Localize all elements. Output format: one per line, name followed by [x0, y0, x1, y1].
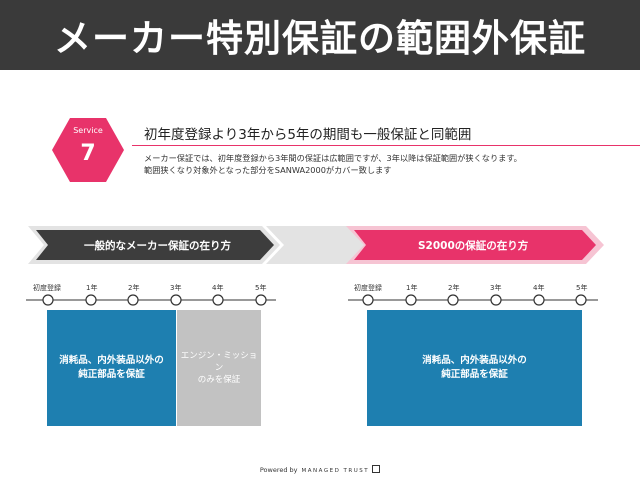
service-description-line: メーカー保証では、初年度登録から3年間の保証は広範囲ですが、3年以降は保証範囲が… [144, 153, 522, 163]
timeline-label: 5年 [576, 284, 588, 292]
timeline-label: 4年 [212, 284, 224, 292]
footer: Powered by MANAGED TRUST [0, 465, 640, 474]
page-header: メーカー特別保証の範囲外保証 [0, 0, 640, 70]
banner-arrows [28, 226, 604, 264]
timeline-label: 4年 [533, 284, 545, 292]
timeline-dot [575, 294, 587, 306]
timeline-label: 5年 [255, 284, 267, 292]
timeline-dot [42, 294, 54, 306]
middle-arrow [266, 226, 368, 264]
timeline-label: 初度登録 [33, 284, 61, 292]
timeline-dot [85, 294, 97, 306]
timeline-label: 3年 [490, 284, 502, 292]
timeline-dot [362, 294, 374, 306]
box-text-line: のみを保証 [197, 375, 241, 385]
timeline-dot [170, 294, 182, 306]
timeline-dot [490, 294, 502, 306]
limited-coverage-box: エンジン・ミッション のみを保証 [177, 310, 261, 426]
timeline-label: 2年 [128, 284, 140, 292]
timeline-label: 2年 [448, 284, 460, 292]
timeline-dot [533, 294, 545, 306]
box-text-line: 純正部品を保証 [78, 369, 145, 380]
page-title: メーカー特別保証の範囲外保証 [54, 17, 586, 60]
timeline-dot [405, 294, 417, 306]
right-banner-label: S2000の保証の在り方 [418, 240, 529, 252]
timelines [26, 294, 598, 306]
box-text-line: 消耗品、内外装品以外の [422, 355, 527, 366]
timeline-dot [212, 294, 224, 306]
service-label: Service [73, 126, 103, 135]
timeline-dot [447, 294, 459, 306]
service-number: 7 [80, 141, 96, 166]
left-coverage-box: 消耗品、内外装品以外の 純正部品を保証 [47, 310, 176, 426]
right-coverage-box: 消耗品、内外装品以外の 純正部品を保証 [367, 310, 582, 426]
service-hexagon-icon [52, 118, 124, 182]
timeline-label: 3年 [170, 284, 182, 292]
timeline-dot [255, 294, 267, 306]
section-divider [132, 145, 640, 146]
left-banner-label: 一般的なメーカー保証の在り方 [84, 240, 231, 252]
external-link-icon [372, 465, 381, 473]
box-text-line: 消耗品、内外装品以外の [59, 355, 164, 366]
brand-name: MANAGED TRUST [301, 468, 370, 474]
timeline-label: 初度登録 [354, 284, 382, 292]
service-title: 初年度登録より3年から5年の期間も一般保証と同範囲 [144, 127, 472, 143]
timeline-label: 1年 [86, 284, 98, 292]
box-text-line: エンジン・ミッション [180, 351, 258, 373]
timeline-dot [127, 294, 139, 306]
box-text-line: 純正部品を保証 [441, 369, 508, 380]
service-description: メーカー保証では、初年度登録から3年間の保証は広範囲ですが、3年以降は保証範囲が… [144, 152, 522, 176]
service-description-line: 範囲狭くなり対象外となった部分をSANWA2000がカバー致します [144, 165, 392, 175]
powered-by-label: Powered by [259, 466, 298, 474]
timeline-label: 1年 [406, 284, 418, 292]
